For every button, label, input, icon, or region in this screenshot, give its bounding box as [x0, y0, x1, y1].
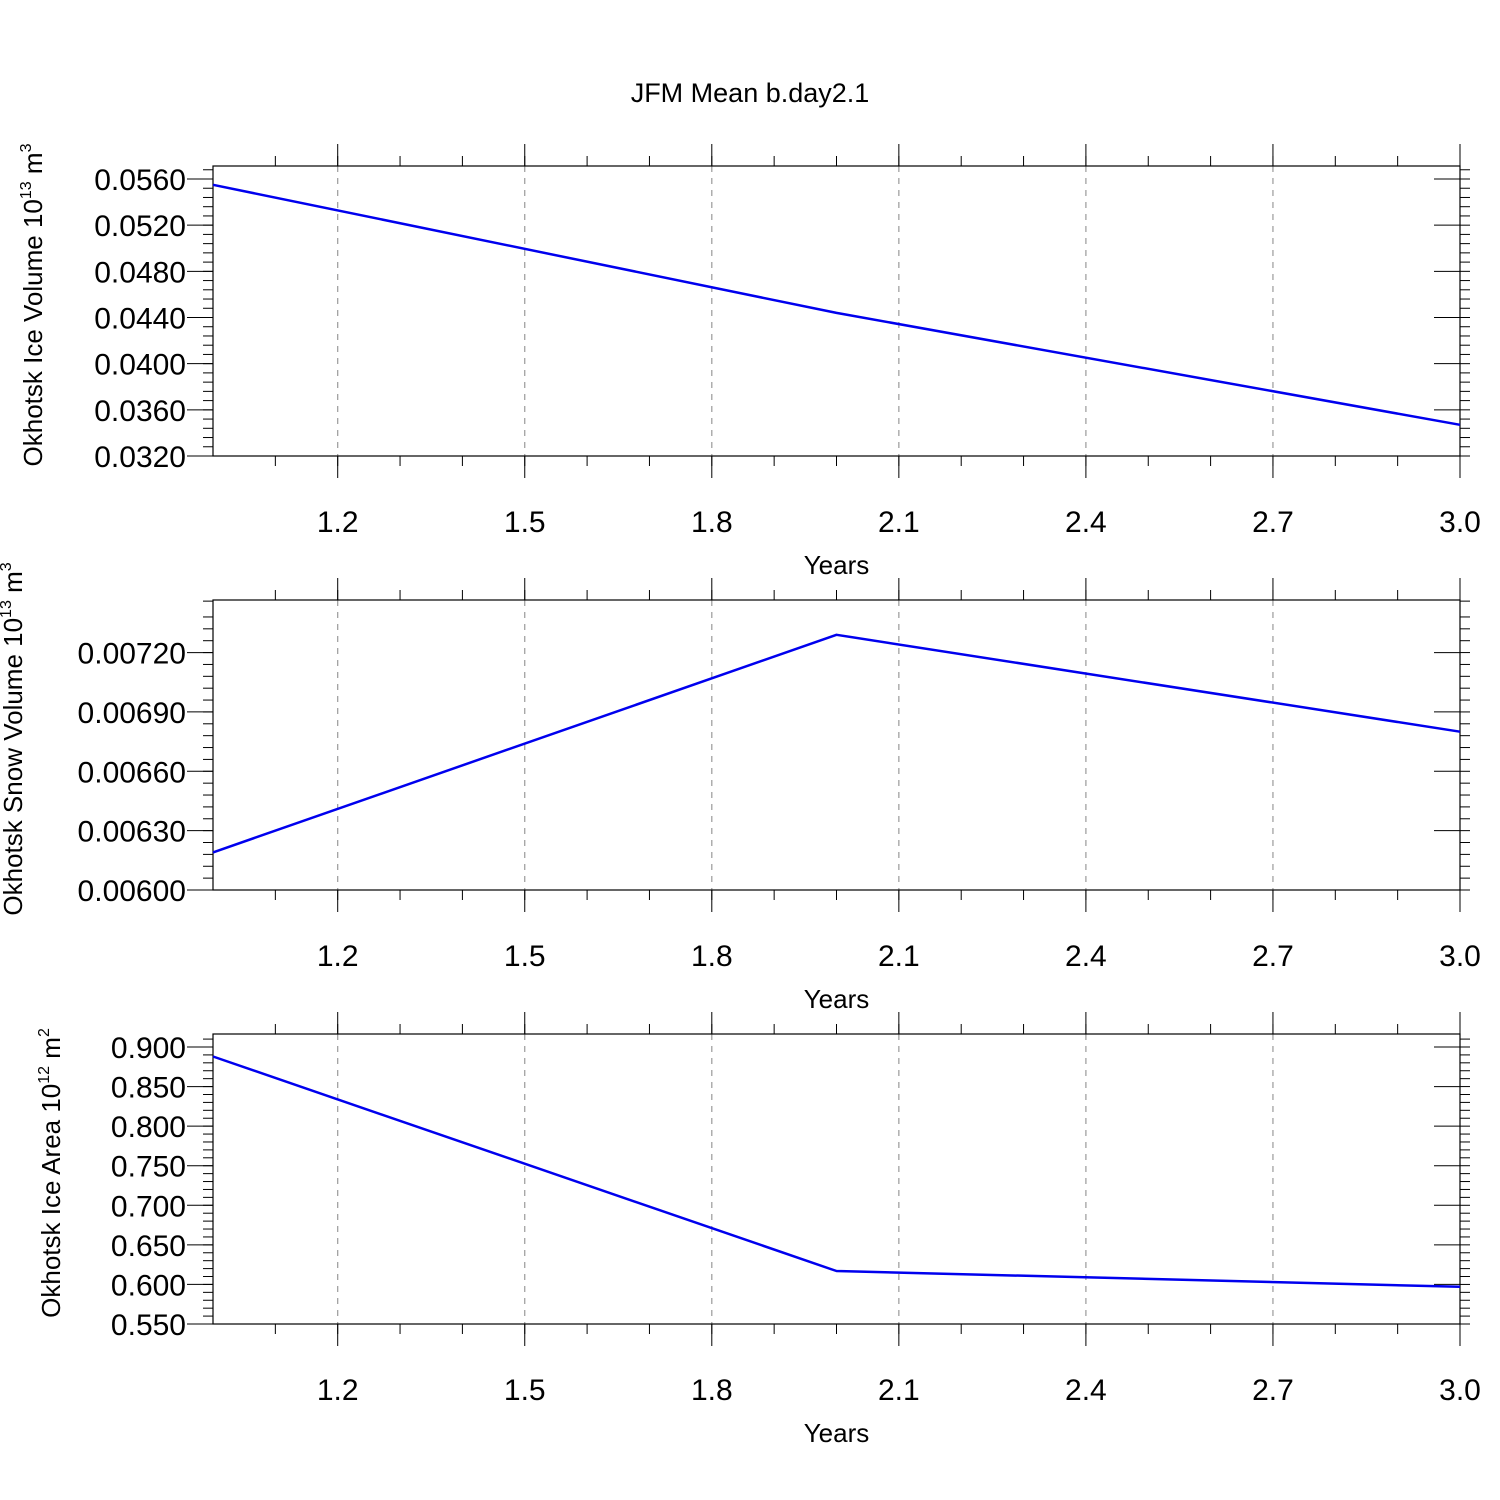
y-axis-label-exponent: 12: [36, 1066, 53, 1084]
x-tick-label: 1.5: [504, 506, 546, 539]
y-tick-label: 0.00690: [78, 697, 186, 730]
y-tick-label: 0.0360: [94, 395, 186, 428]
x-tick-label: 1.5: [504, 940, 546, 973]
y-tick-label: 0.00720: [78, 638, 186, 671]
x-tick-label: 1.2: [317, 1374, 359, 1407]
x-tick-label: 1.5: [504, 1374, 546, 1407]
y-axis-label: Okhotsk Snow Volume 1013 m3: [0, 562, 28, 915]
y-axis-label: Okhotsk Ice Volume 1013 m3: [18, 143, 48, 466]
series-line: [212, 183, 1461, 427]
x-tick-label: 2.1: [878, 940, 920, 973]
y-tick-label: 0.00630: [78, 816, 186, 849]
y-tick-label: 0.850: [111, 1072, 186, 1105]
x-tick-label: 2.7: [1252, 1374, 1294, 1407]
y-tick-label: 0.00660: [78, 756, 186, 789]
series-line: [212, 633, 1461, 854]
y-tick-label: 0.0320: [94, 441, 186, 474]
x-tick-label: 2.7: [1252, 940, 1294, 973]
y-tick-label: 0.700: [111, 1190, 186, 1223]
y-axis-label-exponent: 13: [18, 181, 35, 199]
y-tick-label: 0.800: [111, 1111, 186, 1144]
x-tick-label: 3.0: [1439, 940, 1481, 973]
x-tick-label: 2.1: [878, 1374, 920, 1407]
panel-2: 1.2 1.5 1.8 2.1 2.4 2.7 3.0 0.00600 0.00630 0.006…: [0, 562, 1481, 1014]
y-axis-label-unit: m: [36, 1037, 66, 1066]
x-tick-label: 2.1: [878, 506, 920, 539]
x-tick-label: 3.0: [1439, 1374, 1481, 1407]
x-tick-label: 2.7: [1252, 506, 1294, 539]
x-tick-label: 1.2: [317, 506, 359, 539]
y-tick-label: 0.0400: [94, 349, 186, 382]
y-tick-label: 0.0480: [94, 256, 186, 289]
y-tick-label: 0.900: [111, 1032, 186, 1065]
panel-3: 1.2 1.5 1.8 2.1 2.4 2.7 3.0 0.550 0.600 0.650 0.70…: [36, 1012, 1481, 1448]
x-axis-label: Years: [804, 550, 870, 580]
y-axis-label-exponent: 13: [0, 600, 15, 618]
x-tick-label: 1.2: [317, 940, 359, 973]
x-tick-label: 2.4: [1065, 506, 1107, 539]
x-tick-label: 1.8: [691, 940, 733, 973]
y-axis-label-unit-exponent: 3: [0, 562, 15, 571]
y-axis-label: Okhotsk Ice Area 1012 m2: [36, 1028, 66, 1318]
y-axis-label-unit-exponent: 3: [18, 143, 35, 152]
x-tick-label: 2.4: [1065, 940, 1107, 973]
chart-title: JFM Mean b.day2.1: [631, 78, 870, 108]
x-axis-label: Years: [804, 984, 870, 1014]
y-axis-label-unit-exponent: 2: [36, 1028, 53, 1037]
y-axis-label-text: Okhotsk Ice Area 10: [36, 1084, 66, 1318]
y-tick-label: 0.00600: [78, 875, 186, 908]
y-tick-label: 0.0560: [94, 164, 186, 197]
series-line: [212, 1055, 1461, 1289]
y-tick-label: 0.650: [111, 1230, 186, 1263]
y-axis-label-text: Okhotsk Snow Volume 10: [0, 618, 28, 916]
y-tick-label: 0.550: [111, 1309, 186, 1342]
x-tick-label: 1.8: [691, 506, 733, 539]
x-axis-label: Years: [804, 1418, 870, 1448]
x-tick-label: 3.0: [1439, 506, 1481, 539]
y-axis-label-unit: m: [0, 571, 28, 600]
y-axis-label-text: Okhotsk Ice Volume 10: [18, 199, 48, 466]
x-tick-label: 1.8: [691, 1374, 733, 1407]
y-tick-label: 0.600: [111, 1269, 186, 1302]
y-axis-label-unit: m: [18, 152, 48, 181]
y-tick-label: 0.0440: [94, 303, 186, 336]
y-tick-label: 0.0520: [94, 210, 186, 243]
x-tick-label: 2.4: [1065, 1374, 1107, 1407]
panel-1: 1.2 1.5 1.8 2.1 2.4 2.7 3.0 0.0320 0.0360 0.0400 0…: [18, 143, 1481, 580]
y-tick-label: 0.750: [111, 1151, 186, 1184]
